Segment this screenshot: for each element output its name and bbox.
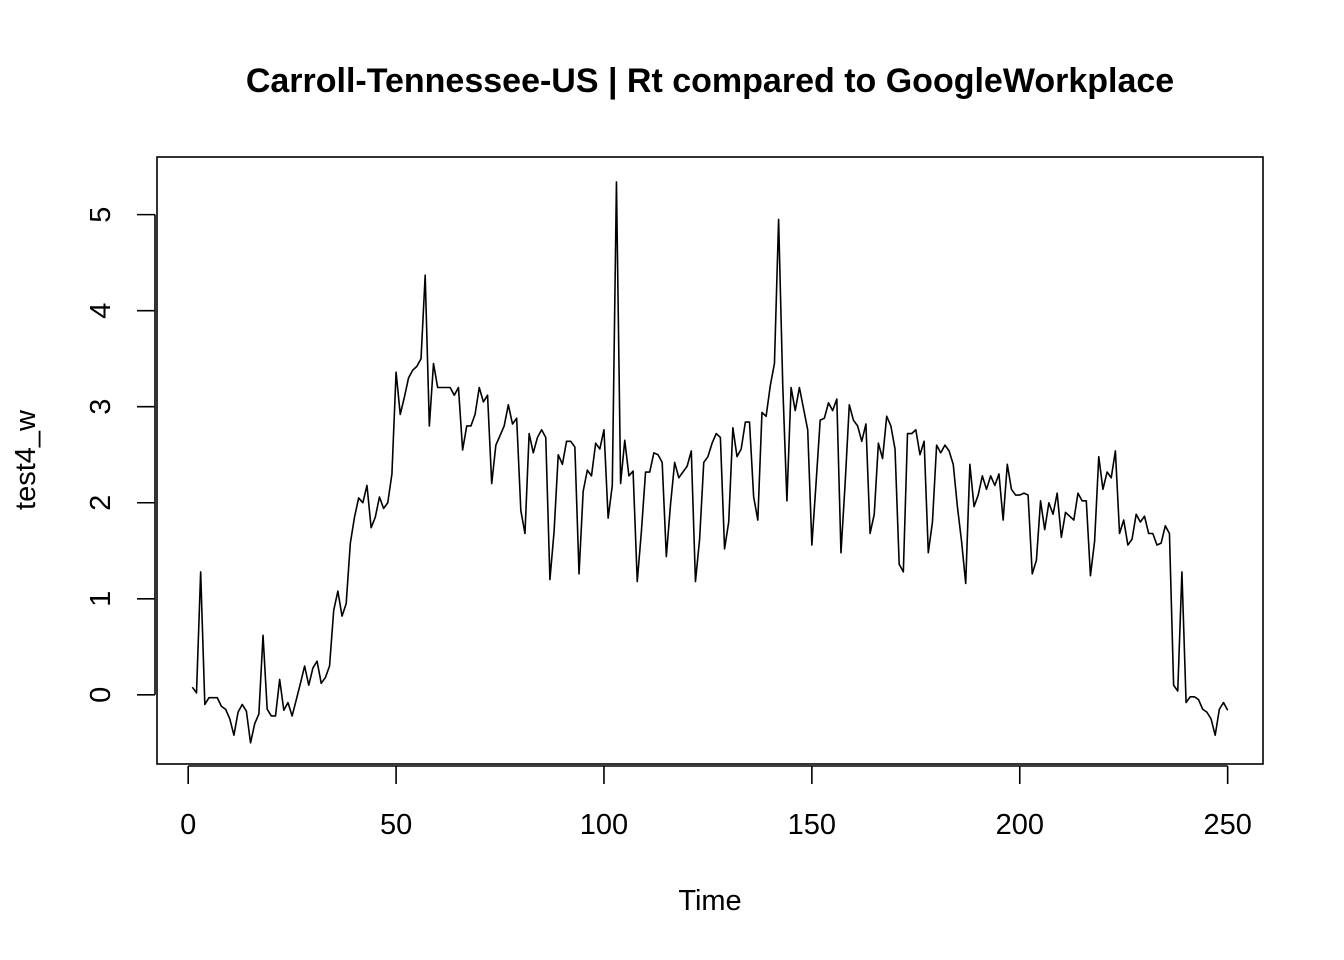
x-tick-label: 200 <box>996 809 1044 841</box>
y-axis-label: test4_w <box>10 409 42 510</box>
y-tick-label: 4 <box>85 303 117 319</box>
y-tick-label: 5 <box>85 207 117 223</box>
x-tick-label: 250 <box>1203 809 1251 841</box>
plot-area-box <box>156 156 1264 765</box>
y-axis: 0 1 2 3 4 5 <box>85 207 156 703</box>
x-tick-label: 50 <box>380 809 412 841</box>
chart-title: Carroll-Tennessee-US | Rt compared to Go… <box>246 62 1174 100</box>
y-tick-label: 2 <box>85 495 117 511</box>
x-tick-label: 100 <box>580 809 628 841</box>
y-tick-label: 1 <box>85 591 117 607</box>
x-axis-label: Time <box>678 885 741 917</box>
x-tick-label: 150 <box>788 809 836 841</box>
series-line <box>191 181 1229 744</box>
y-tick-label: 3 <box>85 399 117 415</box>
x-axis: 0 50 100 150 200 250 <box>180 765 1252 841</box>
x-tick-label: 0 <box>180 809 196 841</box>
y-tick-label: 0 <box>85 687 117 703</box>
